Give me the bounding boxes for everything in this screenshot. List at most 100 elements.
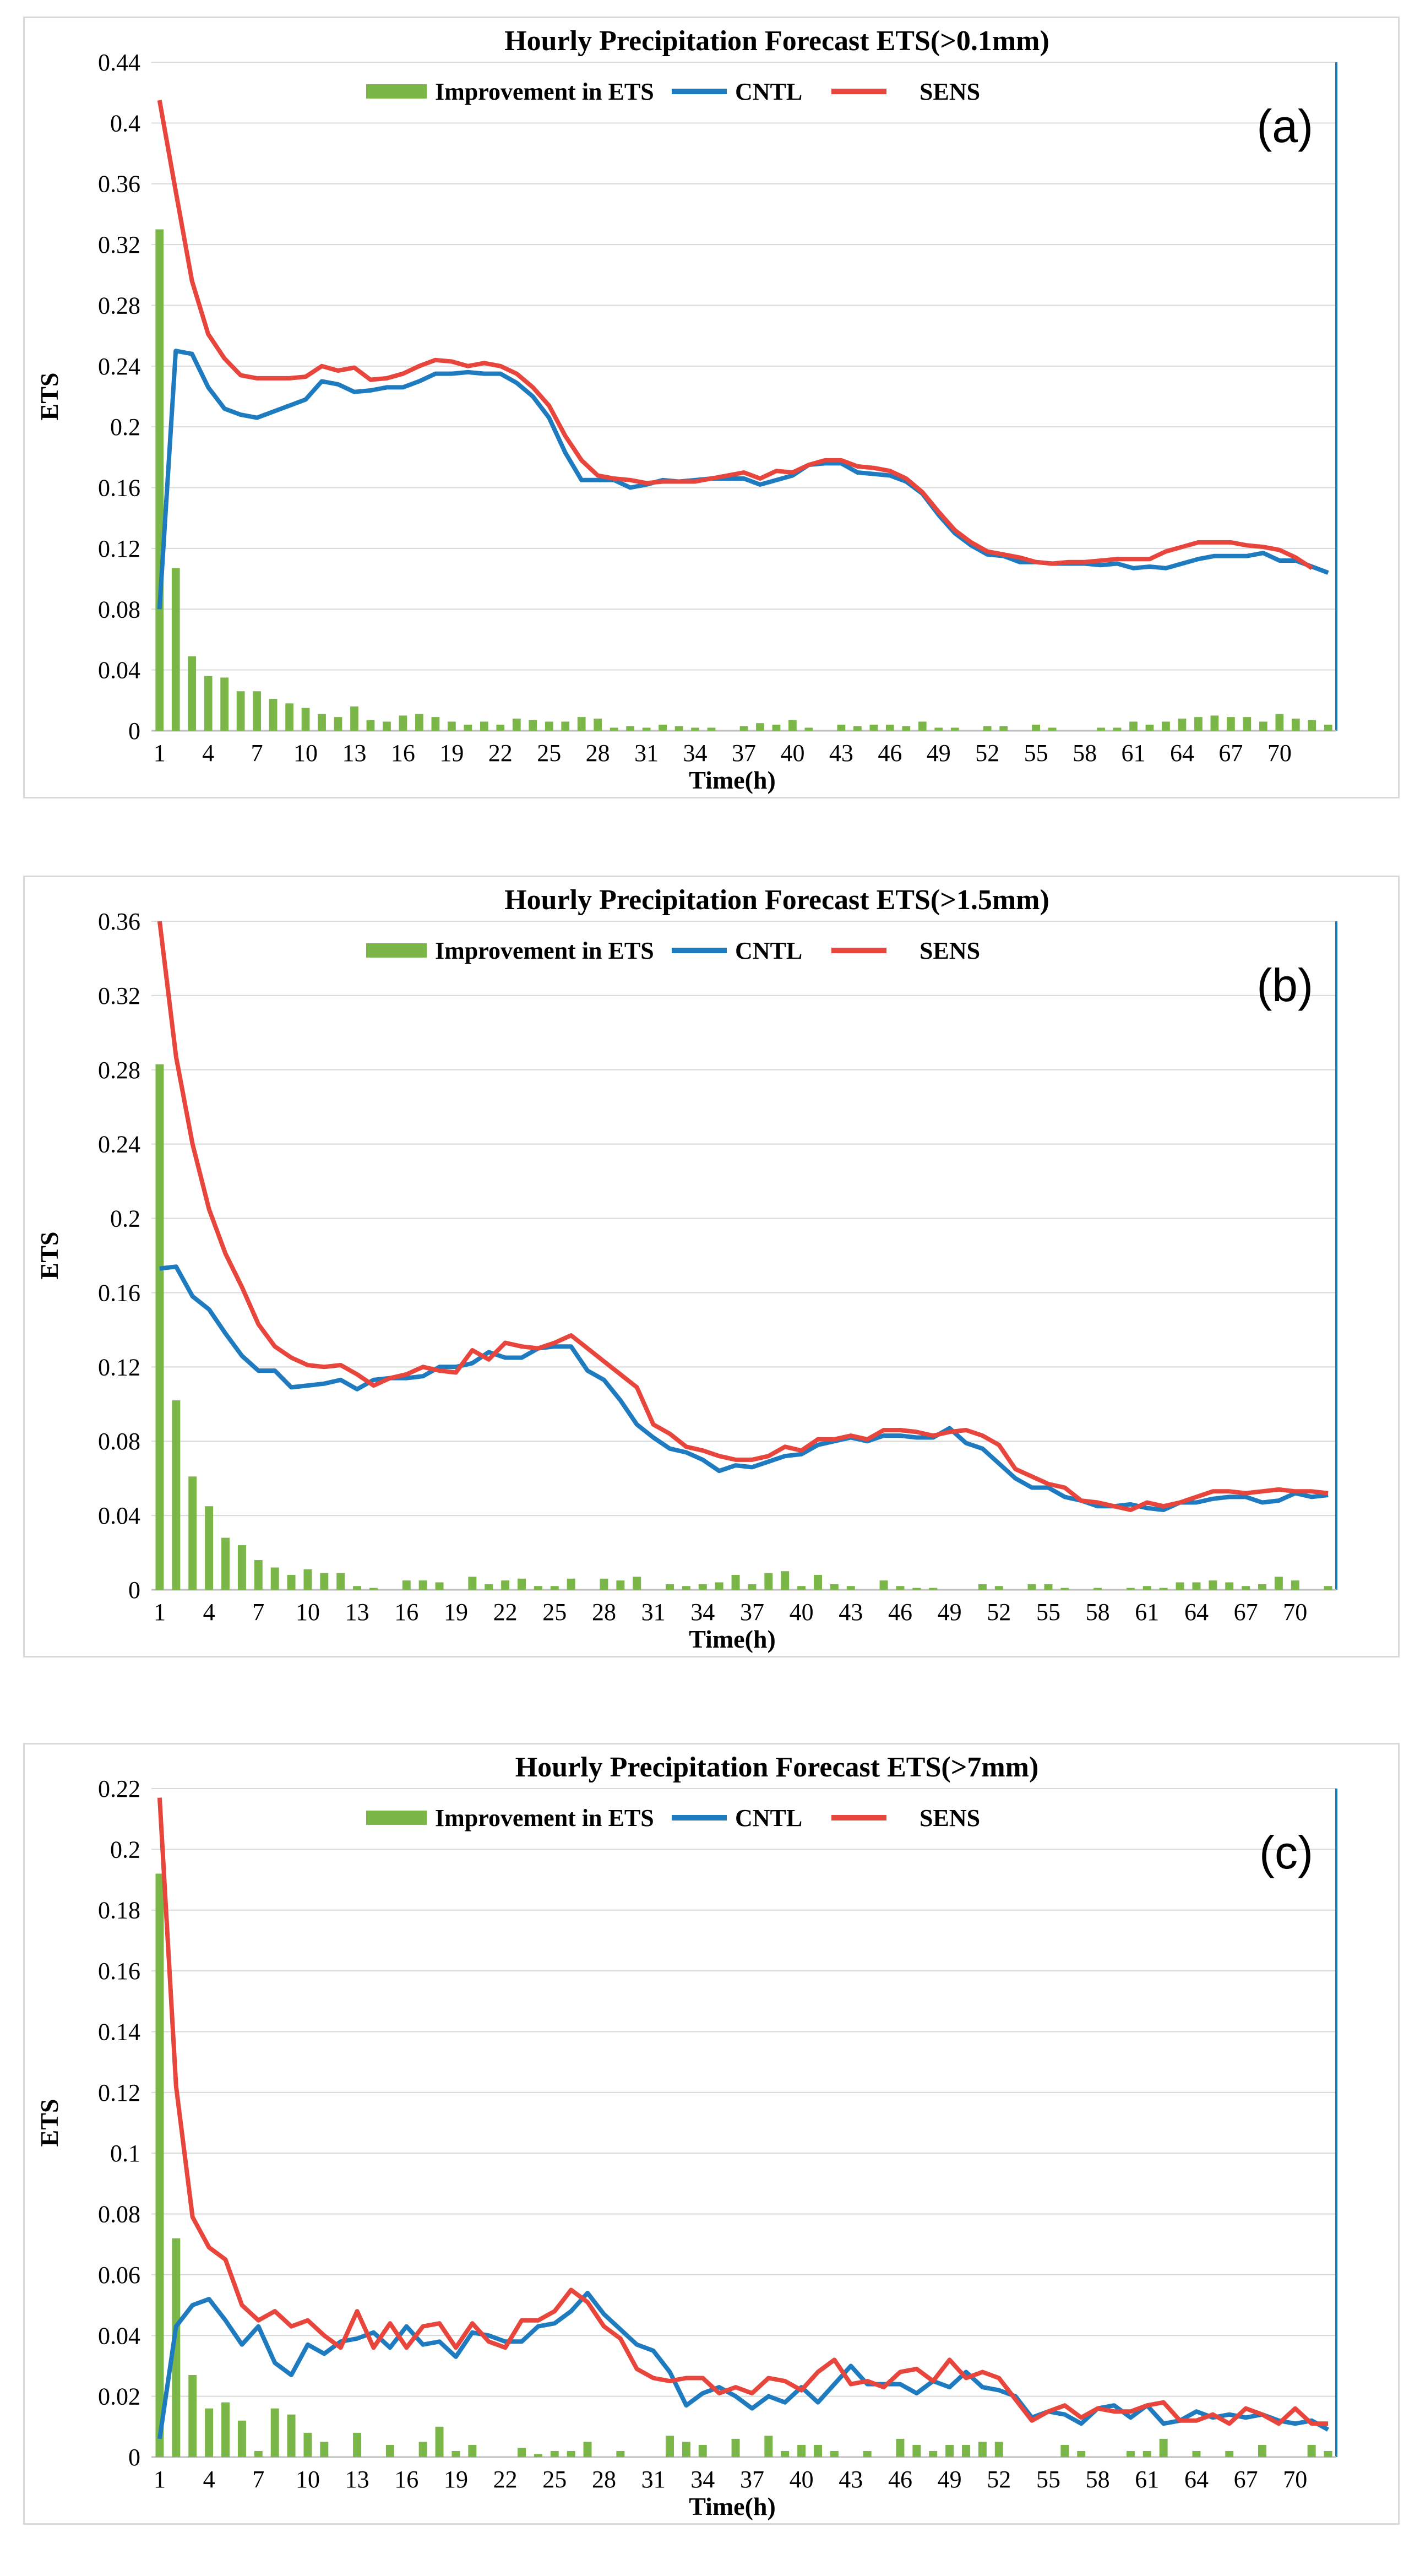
improvement-bar — [534, 2454, 542, 2457]
improvement-bar — [1093, 1588, 1102, 1590]
y-tick-label: 0.16 — [98, 475, 140, 502]
x-tick-label: 46 — [888, 1599, 912, 1626]
improvement-bar — [254, 1560, 263, 1590]
x-tick-label: 7 — [252, 2466, 264, 2493]
x-tick-label: 16 — [394, 1599, 418, 1626]
improvement-bar — [885, 724, 894, 731]
y-tick-label: 0.36 — [98, 908, 140, 935]
improvement-bar — [237, 1545, 246, 1590]
improvement-bar — [577, 717, 586, 731]
improvement-bar — [1209, 1580, 1217, 1590]
chart-title: Hourly Precipitation Forecast ETS(>0.1mm… — [504, 25, 1049, 57]
improvement-bar — [945, 2444, 954, 2457]
improvement-bar — [879, 1580, 888, 1590]
improvement-bar — [1060, 1588, 1069, 1590]
improvement-bar — [934, 727, 943, 731]
x-tick-label: 67 — [1234, 1599, 1258, 1626]
improvement-bar — [534, 1586, 542, 1590]
y-tick-label: 0.44 — [98, 49, 140, 76]
chart-panel-a: 0 0.04 0.08 0.12 0.16 0.2 0.24 0.28 0.32 0.36 0.4 0… — [23, 17, 1400, 798]
improvement-bar — [236, 691, 245, 731]
improvement-bar — [1274, 1577, 1283, 1590]
x-axis-label: Time(h) — [689, 766, 776, 794]
improvement-bar — [1129, 721, 1138, 731]
x-tick-label: 13 — [345, 1599, 369, 1626]
y-tick-label: 0.1 — [110, 2140, 140, 2167]
x-tick-label: 4 — [202, 740, 214, 767]
x-tick-label: 31 — [641, 1599, 666, 1626]
improvement-bar — [804, 727, 813, 731]
x-tick-label: 4 — [203, 1599, 215, 1626]
improvement-bar — [978, 1584, 987, 1590]
improvement-bar — [431, 717, 440, 731]
improvement-bar — [402, 1580, 411, 1590]
improvement-bar — [863, 2450, 872, 2457]
improvement-bar — [496, 724, 505, 731]
improvement-bar — [318, 714, 326, 731]
improvement-bar — [594, 718, 602, 731]
panel-label: (c) — [1259, 1827, 1313, 1878]
x-tick-label: 25 — [537, 740, 561, 767]
improvement-bar — [814, 1575, 822, 1590]
improvement-bar — [642, 727, 651, 731]
improvement-bar — [1225, 1582, 1234, 1590]
improvement-bar — [221, 2402, 230, 2457]
improvement-bar — [1324, 1586, 1332, 1590]
improvement-bar — [610, 727, 618, 731]
improvement-bar — [155, 1873, 164, 2457]
x-tick-label: 55 — [1024, 740, 1048, 767]
x-tick-label: 40 — [780, 740, 804, 767]
y-tick-label: 0.04 — [98, 657, 140, 684]
improvement-bar — [772, 724, 781, 731]
improvement-bar — [691, 727, 699, 731]
chart-panel-c: 0 0.02 0.04 0.06 0.08 0.1 0.12 0.14 0.16 0.18 0.2 0… — [23, 1743, 1400, 2525]
x-tick-label: 16 — [391, 740, 415, 767]
improvement-bar — [869, 724, 878, 731]
y-axis-label: ETS — [35, 373, 63, 421]
improvement-bar — [1291, 1580, 1299, 1590]
x-tick-label: 43 — [839, 2466, 863, 2493]
improvement-bar — [1307, 2444, 1316, 2457]
y-tick-label: 0.02 — [98, 2383, 140, 2410]
improvement-bar — [334, 717, 342, 731]
legend-improvement-swatch — [366, 943, 427, 958]
x-tick-label: 37 — [740, 2466, 764, 2493]
improvement-bar — [748, 1584, 757, 1590]
improvement-bar — [731, 2438, 740, 2457]
improvement-bar — [188, 656, 197, 731]
y-tick-label: 0.16 — [98, 1958, 140, 1985]
improvement-bar — [837, 724, 846, 731]
x-tick-label: 31 — [634, 740, 659, 767]
improvement-bar — [999, 726, 1008, 731]
improvement-bar — [929, 2450, 938, 2457]
improvement-bar — [287, 1575, 296, 1590]
y-tick-label: 0 — [128, 718, 140, 744]
improvement-bar — [853, 726, 862, 731]
improvement-bar — [369, 1588, 378, 1590]
x-axis-label: Time(h) — [689, 1625, 776, 1653]
cntl-series-line — [159, 1264, 1329, 1512]
improvement-bar — [518, 1578, 526, 1590]
y-tick-label: 0.32 — [98, 982, 140, 1009]
improvement-bar — [1227, 717, 1235, 731]
x-tick-label: 40 — [790, 1599, 814, 1626]
x-tick-label: 43 — [839, 1599, 863, 1626]
y-tick-label: 0.24 — [98, 353, 140, 380]
x-tick-label: 28 — [592, 1599, 616, 1626]
improvement-bar — [567, 2450, 575, 2457]
legend-cntl-label: CNTL — [735, 78, 802, 105]
x-tick-label: 22 — [488, 740, 513, 767]
x-tick-label: 61 — [1135, 2466, 1159, 2493]
improvement-bar — [205, 1506, 214, 1590]
x-tick-label: 70 — [1283, 2466, 1307, 2493]
legend-improvement-label: Improvement in ETS — [435, 78, 654, 105]
x-tick-label: 52 — [987, 2466, 1011, 2493]
improvement-bar — [781, 2450, 790, 2457]
x-tick-label: 37 — [740, 1599, 764, 1626]
improvement-bar — [464, 724, 472, 731]
x-tick-label: 49 — [938, 2466, 962, 2493]
x-tick-label: 31 — [641, 2466, 666, 2493]
improvement-bar — [172, 1400, 181, 1590]
x-axis-label: Time(h) — [689, 2492, 776, 2520]
improvement-bar — [659, 724, 667, 731]
